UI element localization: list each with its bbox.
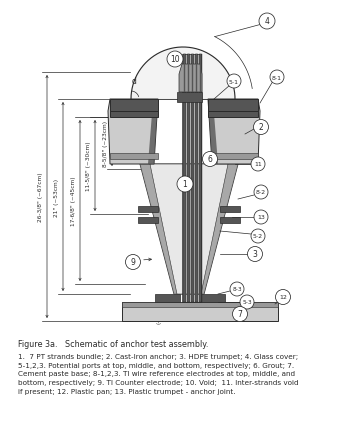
Bar: [182, 55, 201, 302]
Bar: [122, 302, 278, 307]
Text: 7: 7: [238, 310, 243, 319]
Bar: [138, 218, 158, 223]
Polygon shape: [148, 100, 158, 165]
Text: 8-3: 8-3: [232, 287, 242, 292]
Circle shape: [254, 186, 268, 200]
Bar: [208, 154, 258, 159]
Text: 10: 10: [170, 55, 180, 64]
Text: 3: 3: [252, 250, 258, 259]
Text: 2: 2: [259, 123, 263, 132]
Bar: [187, 55, 189, 302]
Text: 8-2: 8-2: [256, 190, 266, 195]
Text: Figure 3a.   Schematic of anchor test assembly.: Figure 3a. Schematic of anchor test asse…: [18, 339, 209, 348]
Circle shape: [230, 283, 244, 297]
Text: d: d: [132, 78, 137, 86]
Bar: [199, 55, 201, 302]
Text: 1: 1: [182, 180, 187, 189]
Circle shape: [253, 120, 269, 135]
Polygon shape: [179, 65, 202, 93]
Text: 5-3: 5-3: [242, 300, 252, 305]
Bar: [220, 207, 240, 212]
Circle shape: [259, 14, 275, 30]
Circle shape: [251, 230, 265, 244]
Circle shape: [275, 290, 291, 305]
Polygon shape: [208, 100, 218, 165]
Text: 12: 12: [279, 295, 287, 300]
Circle shape: [202, 152, 217, 167]
Circle shape: [251, 158, 265, 172]
Text: 13: 13: [257, 215, 265, 220]
Bar: [110, 100, 158, 112]
Polygon shape: [150, 165, 228, 294]
Text: 6: 6: [208, 155, 212, 164]
Bar: [208, 112, 258, 118]
Text: 9: 9: [131, 258, 135, 267]
Text: 26-3/8" (~67cm): 26-3/8" (~67cm): [38, 172, 43, 222]
Circle shape: [248, 247, 262, 262]
Bar: [177, 93, 202, 103]
Circle shape: [240, 295, 254, 309]
Circle shape: [126, 255, 141, 270]
Text: 5-1: 5-1: [229, 79, 239, 84]
Bar: [220, 218, 240, 223]
Text: 21" (~53cm): 21" (~53cm): [54, 178, 59, 216]
Polygon shape: [208, 100, 260, 165]
Circle shape: [167, 52, 183, 68]
Polygon shape: [140, 165, 238, 294]
Circle shape: [270, 71, 284, 85]
Text: 1.  7 PT strands bundle; 2. Cast-Iron anchor; 3. HDPE trumpet; 4. Glass cover;
5: 1. 7 PT strands bundle; 2. Cast-Iron anc…: [18, 353, 299, 394]
Polygon shape: [108, 100, 158, 165]
Text: 5-2: 5-2: [253, 234, 263, 239]
Bar: [200, 294, 225, 302]
Bar: [110, 112, 158, 118]
Polygon shape: [201, 165, 238, 294]
Text: 11: 11: [254, 162, 262, 167]
Bar: [110, 154, 158, 159]
Polygon shape: [140, 165, 177, 294]
Bar: [191, 55, 193, 302]
Text: 17-6/8" (~45cm): 17-6/8" (~45cm): [71, 176, 76, 226]
Text: 4-3/8"
(~11cm): 4-3/8" (~11cm): [150, 300, 161, 323]
Text: 4: 4: [264, 18, 270, 26]
Circle shape: [227, 75, 241, 89]
Bar: [122, 302, 278, 321]
Circle shape: [254, 211, 268, 225]
Bar: [155, 294, 180, 302]
Bar: [208, 100, 258, 112]
Text: 8-5/8" (~23cm): 8-5/8" (~23cm): [103, 120, 108, 167]
Polygon shape: [131, 48, 235, 100]
Bar: [183, 55, 186, 302]
Bar: [138, 207, 158, 212]
Text: 11-5/8" (~30cm): 11-5/8" (~30cm): [86, 141, 91, 191]
Circle shape: [177, 177, 193, 193]
Text: 8-1: 8-1: [272, 75, 282, 80]
Circle shape: [233, 307, 248, 322]
Bar: [195, 55, 198, 302]
